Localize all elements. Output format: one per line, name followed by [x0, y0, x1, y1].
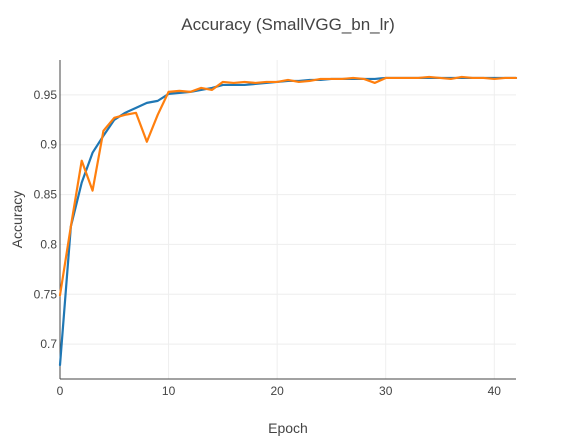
y-tick-label: 0.9	[40, 138, 57, 152]
series	[58, 75, 518, 367]
y-tick-label: 0.85	[34, 188, 58, 202]
x-tick-label: 20	[270, 384, 284, 398]
chart-title: Accuracy (SmallVGG_bn_lr)	[181, 15, 395, 34]
y-tick-label: 0.7	[40, 337, 57, 351]
x-tick-label: 10	[162, 384, 176, 398]
series-line-2	[58, 75, 518, 297]
y-tick-label: 0.75	[34, 287, 58, 301]
y-axis-title: Accuracy	[9, 191, 25, 249]
tick-labels: 0 10 20 30 40 0.7 0.75 0.8 0.85 0.9 0.95	[34, 88, 502, 398]
x-tick-label: 40	[488, 384, 502, 398]
x-tick-label: 0	[57, 384, 64, 398]
series-line-1	[58, 76, 518, 367]
x-tick-label: 30	[379, 384, 393, 398]
grid	[60, 60, 516, 379]
y-tick-label: 0.8	[40, 237, 57, 251]
axes	[59, 60, 516, 380]
y-tick-label: 0.95	[34, 88, 58, 102]
x-axis-title: Epoch	[268, 420, 308, 436]
